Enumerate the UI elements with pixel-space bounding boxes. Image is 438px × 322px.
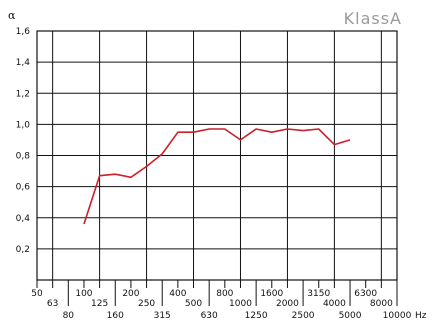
y-tick-label: 0,4 — [16, 214, 31, 224]
x-tick-label: 800 — [216, 289, 233, 299]
x-tick-label: 1600 — [260, 289, 283, 299]
x-tick-label: 125 — [91, 299, 108, 309]
x-tick-label: 1000 — [229, 299, 252, 309]
x-tick-label: 315 — [154, 311, 171, 321]
y-tick-labels: 0,2 0,4 0,6 0,8 1,0 1,2 1,4 1,6 — [16, 27, 31, 255]
y-tick-label: 1,0 — [16, 120, 31, 130]
x-tick-label: 10000 — [383, 311, 412, 321]
series-layer — [84, 129, 350, 224]
brand-logo: KlassA — [344, 9, 402, 28]
x-tick-label: 5000 — [339, 311, 362, 321]
x-tick-label: 100 — [75, 289, 92, 299]
y-tick-label: 1,6 — [16, 27, 31, 37]
y-axis-label: α — [8, 9, 16, 22]
x-tick-label: 630 — [201, 311, 218, 321]
x-tick-label: 2500 — [292, 311, 315, 321]
y-tick-label: 0,8 — [16, 152, 31, 162]
x-tick-label: 1250 — [245, 311, 268, 321]
y-tick-label: 0,6 — [16, 183, 31, 193]
x-tick-label: 6300 — [354, 289, 377, 299]
y-tick-label: 1,4 — [16, 58, 31, 68]
x-tick-labels: 5063801001251602002503154005006308001000… — [31, 289, 411, 321]
x-tick-label: 3150 — [307, 289, 330, 299]
x-tick-label: 400 — [169, 289, 186, 299]
x-tick-label: 4000 — [323, 299, 346, 309]
y-tick-label: 1,2 — [16, 89, 30, 99]
x-tick-label: 8000 — [370, 299, 393, 309]
y-tick-label: 0,2 — [16, 245, 30, 255]
x-tick-label: 50 — [31, 289, 43, 299]
x-tick-label: 250 — [138, 299, 155, 309]
series-line — [84, 129, 350, 224]
x-tick-label: 2000 — [276, 299, 299, 309]
x-tick-label: 500 — [185, 299, 202, 309]
grid — [37, 31, 397, 306]
x-tick-label: 160 — [107, 311, 124, 321]
x-tick-label: 200 — [122, 289, 139, 299]
x-tick-label: 80 — [63, 311, 75, 321]
x-axis-unit: Hz — [415, 311, 427, 321]
x-tick-label: 63 — [47, 299, 58, 309]
